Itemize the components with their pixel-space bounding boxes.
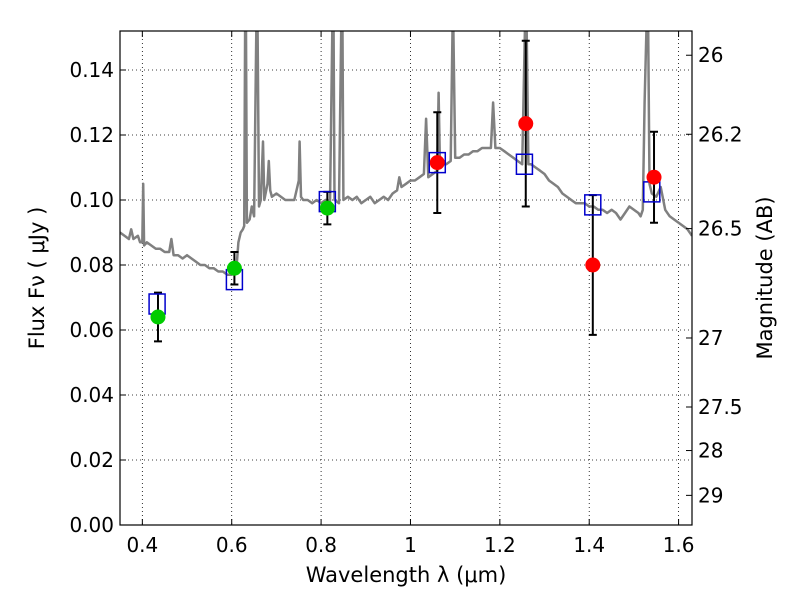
model-spectrum-line — [120, 31, 692, 277]
observed-optical-point — [319, 200, 335, 216]
y-right-tick-label: 27.5 — [698, 395, 743, 419]
y-right-tick-label: 26.2 — [698, 122, 743, 146]
observed-nir-point — [585, 257, 601, 273]
y-axis-label: Flux Fν ( μJy ) — [25, 207, 49, 350]
y-right-tick-label: 26 — [698, 43, 723, 67]
x-axis-label: Wavelength λ (μm) — [306, 563, 507, 587]
y-tick-label: 0.12 — [69, 123, 114, 147]
y-right-tick-label: 29 — [698, 483, 723, 507]
observed-optical-point — [150, 309, 166, 325]
axis-ticks: 0.4 0.6 0.8 1 1.2 1.4 1.6 0.00 0.02 0.04 0.06 0.08 0… — [69, 31, 743, 557]
x-tick-label: 1.6 — [663, 533, 695, 557]
model-photometry-square — [584, 194, 602, 216]
y-right-tick-label: 26.5 — [698, 217, 743, 241]
plot-frame — [119, 30, 693, 526]
y-axis-right-label: Magnitude (AB) — [753, 196, 777, 359]
observed-nir-point — [429, 155, 445, 171]
observed-nir-point — [518, 116, 534, 132]
model-photometry-square — [515, 153, 534, 175]
y-tick-label: 0.14 — [69, 58, 114, 82]
y-right-tick-label: 27 — [698, 326, 723, 350]
y-tick-label: 0.08 — [69, 253, 114, 277]
y-tick-label: 0.02 — [69, 448, 114, 472]
y-tick-label: 0.06 — [69, 318, 114, 342]
y-right-tick-label: 28 — [698, 439, 723, 463]
observed-flux-markers — [150, 116, 662, 325]
model-photometry-square — [428, 151, 447, 174]
x-tick-label: 0.8 — [305, 533, 337, 557]
y-tick-label: 0.10 — [69, 188, 114, 212]
x-tick-label: 0.4 — [126, 533, 158, 557]
y-tick-label: 0.04 — [69, 383, 114, 407]
model-spectrum-layer — [120, 31, 692, 277]
x-tick-label: 1.4 — [573, 533, 605, 557]
observed-nir-point — [646, 169, 662, 185]
observed-optical-point — [226, 260, 242, 276]
y-tick-label: 0.00 — [69, 513, 114, 537]
x-tick-label: 1.2 — [484, 533, 516, 557]
x-tick-label: 0.6 — [216, 533, 248, 557]
x-tick-label: 1 — [404, 533, 417, 557]
